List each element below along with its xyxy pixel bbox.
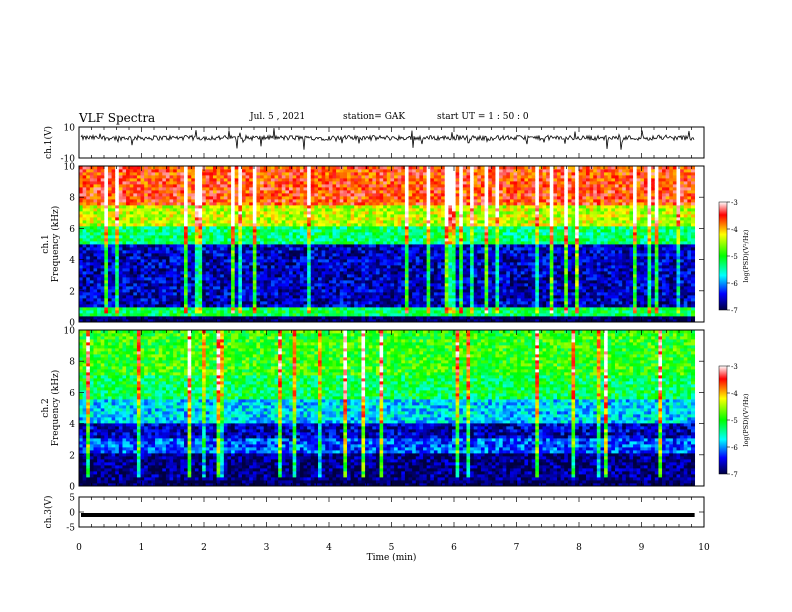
colorbar-tick-label: -3 bbox=[731, 363, 738, 371]
y-tick-label: 10 bbox=[64, 327, 76, 337]
x-tick-label: 3 bbox=[264, 543, 270, 553]
y-axis-label: Frequency (kHz) bbox=[50, 370, 61, 447]
colorbar-tick-label: -4 bbox=[731, 390, 738, 398]
colorbar-tick-label: -7 bbox=[731, 471, 738, 479]
date-label: Jul. 5 , 2021 bbox=[250, 112, 306, 122]
y-tick-label: 5 bbox=[69, 494, 75, 504]
colorbar-tick-label: -6 bbox=[731, 280, 738, 288]
y-tick-label: 0 bbox=[69, 483, 75, 493]
x-tick-label: 10 bbox=[698, 543, 710, 553]
y-tick-label: 6 bbox=[69, 389, 75, 399]
trace-ch1 bbox=[80, 128, 695, 150]
x-tick-label: 0 bbox=[76, 543, 82, 553]
y-tick-label: 0 bbox=[69, 319, 75, 329]
y-tick-label: -10 bbox=[61, 155, 76, 165]
x-tick-label: 1 bbox=[139, 543, 145, 553]
colorbar-gradient bbox=[718, 201, 728, 311]
x-tick-label: 6 bbox=[451, 543, 457, 553]
colorbar-tick-label: -5 bbox=[731, 417, 738, 425]
x-tick-label: 8 bbox=[576, 543, 582, 553]
x-tick-label: 2 bbox=[201, 543, 207, 553]
colorbar-ch1: -3 -4 -5 -6 -7 log(PSD)(V²/Hz) bbox=[718, 199, 750, 315]
panel-3: -3 -4 -5 -6 -7 log(PSD)(V²/Hz) 0 2 4 6 8 10 ch.2 Freq… bbox=[41, 327, 750, 493]
y-axis-label: ch.1 bbox=[41, 234, 51, 253]
y-tick-label: 8 bbox=[69, 358, 75, 368]
y-tick-label: -5 bbox=[66, 524, 75, 534]
start-time-label: start UT = 1 : 50 : 0 bbox=[437, 112, 529, 122]
x-tick-label: 7 bbox=[514, 543, 520, 553]
panel-4: 5 0 -5 ch.3(V) bbox=[43, 494, 705, 534]
waveform-line bbox=[80, 128, 695, 150]
y-tick-label: 4 bbox=[69, 420, 75, 430]
x-tick-label: 9 bbox=[639, 543, 645, 553]
y-axis-label: ch.3(V) bbox=[43, 496, 54, 529]
y-tick-label: 4 bbox=[69, 256, 75, 266]
figure-title: VLF Spectra bbox=[79, 111, 156, 125]
colorbar-tick-label: -3 bbox=[731, 199, 738, 207]
colorbar-label: log(PSD)(V²/Hz) bbox=[742, 229, 750, 282]
y-axis-label: ch.1(V) bbox=[43, 126, 54, 159]
x-axis-label: Time (min) bbox=[367, 552, 417, 563]
x-tick-label: 4 bbox=[326, 543, 332, 553]
colorbar-label: log(PSD)(V²/Hz) bbox=[742, 393, 750, 446]
colorbar-tick-label: -4 bbox=[731, 226, 738, 234]
y-tick-label: 2 bbox=[69, 451, 75, 461]
y-tick-label: 8 bbox=[69, 194, 75, 204]
spectrogram-ch1 bbox=[79, 166, 696, 323]
y-tick-label: 0 bbox=[69, 509, 75, 519]
panel-2: -3 -4 -5 -6 -7 log(PSD)(V²/Hz) 0 2 4 6 8 10 ch.1 Freq… bbox=[41, 163, 750, 329]
y-axis-label: ch.2 bbox=[41, 398, 51, 417]
colorbar-ch2: -3 -4 -5 -6 -7 log(PSD)(V²/Hz) bbox=[718, 363, 750, 479]
colorbar-tick-label: -7 bbox=[731, 307, 738, 315]
colorbar-tick-label: -5 bbox=[731, 253, 738, 261]
panel-1: 10 -10 ch.1(V) bbox=[43, 124, 705, 165]
y-tick-label: 10 bbox=[64, 124, 76, 134]
station-label: station= GAK bbox=[343, 112, 406, 122]
colorbar-tick-label: -6 bbox=[731, 444, 738, 452]
y-axis-label: Frequency (kHz) bbox=[50, 206, 61, 283]
y-tick-label: 6 bbox=[69, 225, 75, 235]
y-tick-label: 10 bbox=[64, 163, 76, 173]
x-tick-label: 5 bbox=[389, 543, 395, 553]
spectrogram-ch2 bbox=[79, 330, 696, 487]
y-tick-label: 2 bbox=[69, 287, 75, 297]
colorbar-gradient bbox=[718, 365, 728, 475]
